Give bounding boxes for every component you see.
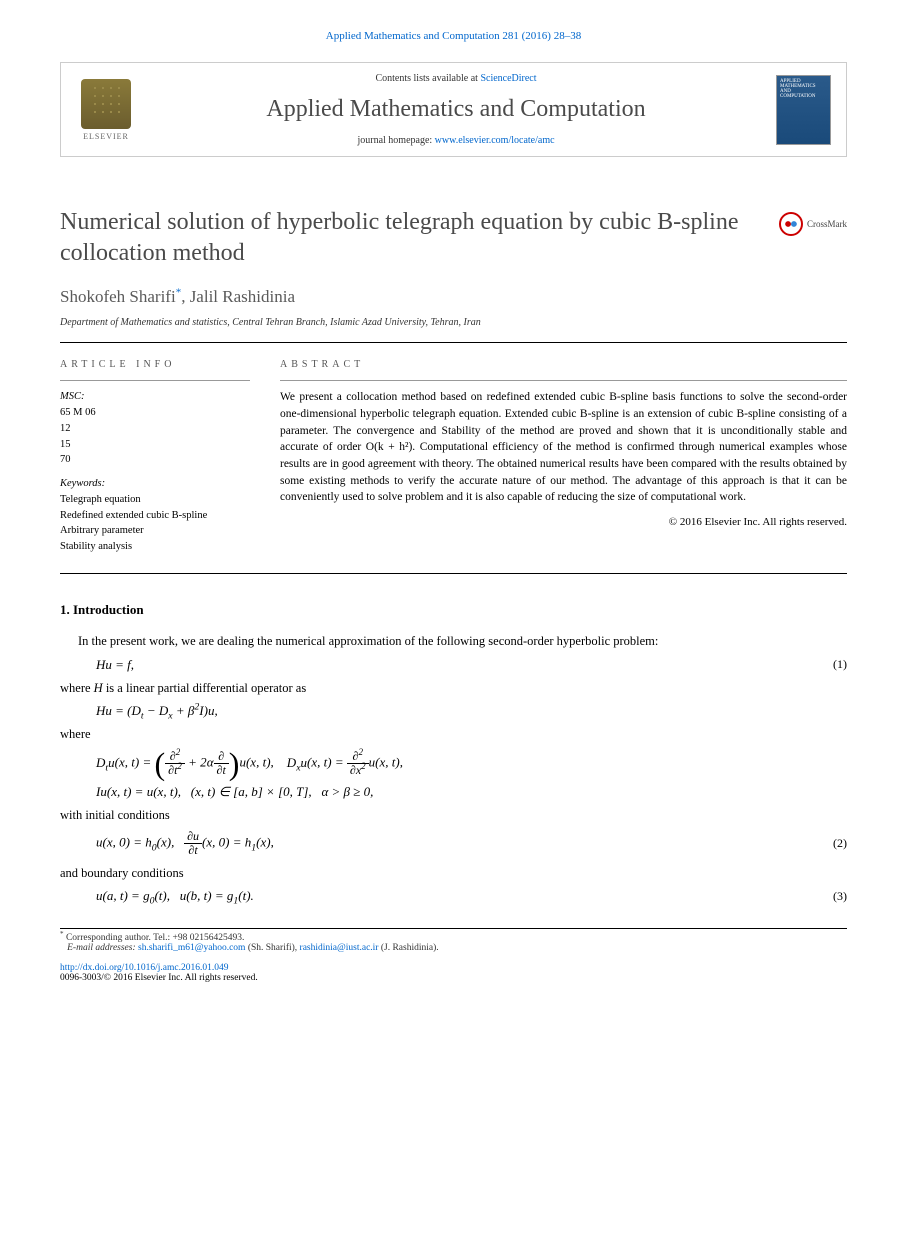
article-header: CrossMark Numerical solution of hyperbol… bbox=[60, 207, 847, 328]
info-block: MSC: 65 M 06 12 15 70 Keywords: Telegrap… bbox=[60, 380, 250, 555]
masthead-center: Contents lists available at ScienceDirec… bbox=[136, 73, 776, 146]
email-1-who: (Sh. Sharifi), bbox=[245, 943, 299, 953]
equation-hu: Hu = (Dt − Dx + β2I)u, bbox=[96, 703, 847, 719]
eq-iu-content: Iu(x, t) = u(x, t), (x, t) ∈ [a, b] × [0… bbox=[96, 784, 847, 800]
journal-name: Applied Mathematics and Computation bbox=[136, 96, 776, 123]
eq1-num: (1) bbox=[807, 657, 847, 672]
contents-prefix: Contents lists available at bbox=[375, 73, 480, 84]
author-2: Jalil Rashidinia bbox=[190, 287, 295, 306]
msc-1: 12 bbox=[60, 421, 250, 437]
contents-line: Contents lists available at ScienceDirec… bbox=[136, 73, 776, 84]
homepage-link[interactable]: www.elsevier.com/locate/amc bbox=[435, 135, 555, 146]
equation-iu: Iu(x, t) = u(x, t), (x, t) ∈ [a, b] × [0… bbox=[96, 784, 847, 800]
intro-p1: In the present work, we are dealing the … bbox=[60, 632, 847, 651]
keyword-0: Telegraph equation bbox=[60, 492, 250, 508]
eq2-content: u(x, 0) = h0(x), ∂u∂t(x, 0) = h1(x), bbox=[96, 830, 807, 857]
equation-dt: Dtu(x, t) = (∂2∂t2 + 2α∂∂t)u(x, t), Dxu(… bbox=[96, 750, 847, 777]
publisher-logo[interactable]: ELSEVIER bbox=[76, 75, 136, 145]
eq1-content: Hu = f, bbox=[96, 657, 807, 673]
issn-copyright: 0096-3003/© 2016 Elsevier Inc. All right… bbox=[60, 973, 258, 983]
keyword-3: Stability analysis bbox=[60, 539, 250, 555]
email-addresses: E-mail addresses: sh.sharifi_m61@yahoo.c… bbox=[60, 943, 847, 953]
equation-3: u(a, t) = g0(t), u(b, t) = g1(t). (3) bbox=[96, 888, 847, 904]
eq2-num: (2) bbox=[807, 836, 847, 851]
eq-dt-content: Dtu(x, t) = (∂2∂t2 + 2α∂∂t)u(x, t), Dxu(… bbox=[96, 750, 847, 777]
keyword-2: Arbitrary parameter bbox=[60, 523, 250, 539]
intro-p5: and boundary conditions bbox=[60, 864, 847, 883]
email-2-who: (J. Rashidinia). bbox=[378, 943, 438, 953]
citation-link[interactable]: Applied Mathematics and Computation 281 … bbox=[326, 30, 581, 42]
authors: Shokofeh Sharifi*, Jalil Rashidinia bbox=[60, 287, 847, 307]
running-head: Applied Mathematics and Computation 281 … bbox=[0, 0, 907, 52]
abstract-copyright: © 2016 Elsevier Inc. All rights reserved… bbox=[280, 516, 847, 528]
rule-abstract bbox=[60, 573, 847, 574]
homepage-prefix: journal homepage: bbox=[357, 135, 434, 146]
eq-hu-content: Hu = (Dt − Dx + β2I)u, bbox=[96, 703, 847, 719]
email-1-link[interactable]: sh.sharifi_m61@yahoo.com bbox=[138, 943, 245, 953]
intro-p2: where H is a linear partial differential… bbox=[60, 679, 847, 698]
masthead: ELSEVIER Contents lists available at Sci… bbox=[60, 62, 847, 157]
eq3-num: (3) bbox=[807, 889, 847, 904]
crossmark-icon bbox=[779, 212, 803, 236]
abstract: ABSTRACT We present a collocation method… bbox=[280, 343, 847, 555]
crossmark-badge[interactable]: CrossMark bbox=[779, 212, 847, 236]
abstract-label: ABSTRACT bbox=[280, 359, 847, 370]
intro-p3: where bbox=[60, 725, 847, 744]
email-2-link[interactable]: rashidinia@iust.ac.ir bbox=[300, 943, 379, 953]
keyword-1: Redefined extended cubic B-spline bbox=[60, 508, 250, 524]
intro-p4: with initial conditions bbox=[60, 806, 847, 825]
journal-cover-thumbnail[interactable]: APPLIED MATHEMATICS AND COMPUTATION bbox=[776, 75, 831, 145]
equation-1: Hu = f, (1) bbox=[96, 657, 847, 673]
eq3-content: u(a, t) = g0(t), u(b, t) = g1(t). bbox=[96, 888, 807, 904]
doi-block: http://dx.doi.org/10.1016/j.amc.2016.01.… bbox=[60, 963, 847, 983]
abstract-text: We present a collocation method based on… bbox=[280, 380, 847, 506]
info-abstract-row: ARTICLE INFO MSC: 65 M 06 12 15 70 Keywo… bbox=[60, 343, 847, 555]
introduction: 1. Introduction In the present work, we … bbox=[60, 602, 847, 905]
footnotes: * Corresponding author. Tel.: +98 021564… bbox=[60, 928, 847, 953]
doi-link[interactable]: http://dx.doi.org/10.1016/j.amc.2016.01.… bbox=[60, 963, 228, 973]
affiliation: Department of Mathematics and statistics… bbox=[60, 317, 847, 328]
equation-2: u(x, 0) = h0(x), ∂u∂t(x, 0) = h1(x), (2) bbox=[96, 830, 847, 857]
keywords-label: Keywords: bbox=[60, 476, 250, 492]
author-sep: , bbox=[181, 287, 190, 306]
corresponding-author: * Corresponding author. Tel.: +98 021564… bbox=[60, 933, 847, 943]
sciencedirect-link[interactable]: ScienceDirect bbox=[480, 73, 536, 84]
msc-2: 15 bbox=[60, 437, 250, 453]
article-title: Numerical solution of hyperbolic telegra… bbox=[60, 207, 847, 269]
publisher-name: ELSEVIER bbox=[83, 132, 129, 141]
email-label: E-mail addresses: bbox=[67, 943, 138, 953]
info-label: ARTICLE INFO bbox=[60, 359, 250, 370]
crossmark-label: CrossMark bbox=[807, 219, 847, 229]
msc-3: 70 bbox=[60, 452, 250, 468]
msc-label: MSC: bbox=[60, 389, 250, 405]
author-1: Shokofeh Sharifi bbox=[60, 287, 176, 306]
homepage-line: journal homepage: www.elsevier.com/locat… bbox=[136, 135, 776, 146]
msc-0: 65 M 06 bbox=[60, 405, 250, 421]
article-info: ARTICLE INFO MSC: 65 M 06 12 15 70 Keywo… bbox=[60, 343, 250, 555]
elsevier-tree-icon bbox=[81, 79, 131, 129]
intro-heading: 1. Introduction bbox=[60, 602, 847, 618]
